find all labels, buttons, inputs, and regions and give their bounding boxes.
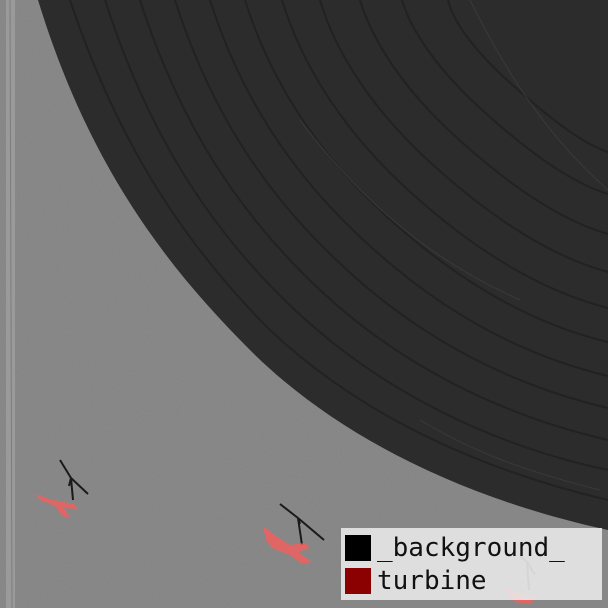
- turbine-middle: [279, 503, 325, 546]
- turbine-mask-middle: [263, 526, 312, 564]
- dark-circular-field: [38, 0, 608, 530]
- legend: _background_ turbine: [341, 528, 602, 600]
- road-edge-line: [9, 0, 13, 608]
- legend-item-background: _background_: [345, 531, 602, 564]
- turbine-left: [59, 459, 89, 501]
- field-ring-highlights: [299, 0, 608, 491]
- legend-swatch-background: [345, 534, 371, 561]
- turbine-mask-left: [35, 494, 78, 518]
- legend-label-turbine: turbine: [377, 565, 487, 596]
- legend-swatch-turbine: [345, 567, 371, 594]
- legend-label-background: _background_: [377, 532, 565, 563]
- legend-item-turbine: turbine: [345, 564, 602, 597]
- field-rings: [69, 0, 608, 501]
